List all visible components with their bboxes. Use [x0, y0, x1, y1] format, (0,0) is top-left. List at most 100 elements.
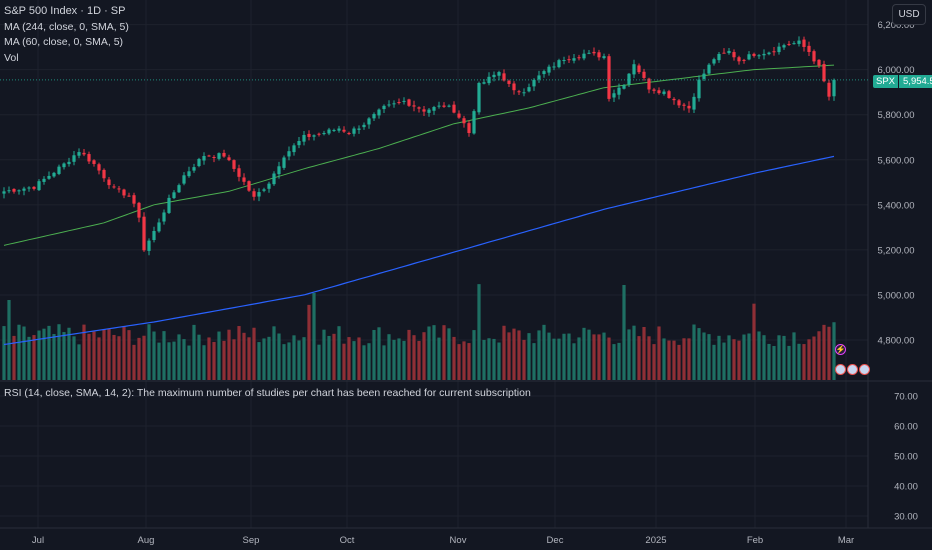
price-tick-label: 5,800.00: [878, 110, 915, 121]
candle: [552, 62, 556, 71]
rsi-tick-label: 50.00: [894, 452, 918, 463]
candle-body: [2, 191, 6, 194]
candle: [477, 81, 481, 115]
candle: [707, 63, 711, 75]
candle-body: [832, 79, 836, 97]
volume-bar: [307, 304, 311, 380]
candle: [537, 70, 541, 83]
candle: [107, 176, 111, 189]
volume-bar: [12, 335, 16, 380]
candle-body: [822, 64, 826, 82]
candle: [212, 155, 216, 163]
us-flag-icon[interactable]: [835, 364, 846, 375]
candle-body: [707, 64, 711, 74]
candle: [627, 72, 631, 87]
candle-body: [182, 175, 186, 184]
candle: [802, 36, 806, 52]
candle-body: [817, 59, 821, 66]
last-price-tag: SPX 5,954.51: [873, 75, 932, 88]
candle-body: [202, 155, 206, 161]
candle: [797, 36, 801, 47]
candle-body: [262, 189, 266, 191]
candle: [52, 171, 56, 178]
indicator-legend: S&P 500 Index · 1D · SP MA (244, close, …: [4, 4, 129, 66]
candle: [827, 79, 831, 101]
candle-body: [637, 65, 641, 73]
candle-body: [372, 114, 376, 119]
candle-body: [367, 118, 371, 125]
candle: [327, 127, 331, 136]
lightning-icon[interactable]: ⚡: [835, 344, 846, 355]
candle: [807, 41, 811, 56]
time-tick-label: Sep: [243, 535, 260, 546]
candle: [672, 97, 676, 105]
volume-bar: [267, 336, 271, 380]
volume-bar: [717, 335, 721, 380]
us-flag-icon[interactable]: [847, 364, 858, 375]
volume-bar: [402, 340, 406, 380]
candle-body: [257, 192, 261, 197]
symbol-title[interactable]: S&P 500 Index · 1D · SP: [4, 5, 126, 17]
us-flag-icon[interactable]: [859, 364, 870, 375]
candle: [137, 201, 141, 223]
candle-body: [762, 53, 766, 56]
volume-bar: [242, 332, 246, 380]
candle: [292, 143, 296, 156]
candle: [157, 218, 161, 233]
volume-bar: [787, 345, 791, 380]
candle: [357, 125, 361, 134]
candle: [747, 51, 751, 61]
candle: [572, 54, 576, 64]
volume-bar: [642, 326, 646, 380]
candle-body: [392, 103, 396, 105]
volume-bar: [472, 330, 476, 380]
volume-bar: [157, 342, 161, 380]
candle: [497, 70, 501, 81]
candle: [337, 125, 341, 133]
volume-bar: [572, 343, 576, 380]
volume-bar: [497, 342, 501, 380]
volume-bar: [272, 326, 276, 380]
volume-bar: [317, 344, 321, 380]
volume-bar: [452, 336, 456, 380]
candle-body: [802, 39, 806, 47]
candle: [727, 48, 731, 55]
candle-body: [152, 231, 156, 241]
candle-body: [477, 82, 481, 113]
indicator-ma-60[interactable]: MA (60, close, 0, SMA, 5): [4, 36, 124, 48]
volume-bar: [827, 326, 831, 380]
candle: [487, 72, 491, 86]
candle-body: [757, 55, 761, 57]
candle: [452, 101, 456, 114]
volume-bar: [612, 344, 616, 380]
indicator-ma-244[interactable]: MA (244, close, 0, SMA, 5): [4, 20, 129, 33]
time-tick-label: Aug: [138, 535, 155, 546]
currency-button[interactable]: USD: [892, 4, 926, 25]
candle: [742, 58, 746, 64]
ma-60-path: [3, 64, 835, 246]
candle-body: [542, 71, 546, 75]
candle-body: [697, 79, 701, 99]
candle-body: [17, 190, 21, 192]
volume-bar: [67, 327, 71, 380]
candle: [372, 112, 376, 121]
candle: [347, 131, 351, 136]
volume-bar: [672, 340, 676, 380]
candle-body: [252, 191, 256, 197]
candle: [382, 104, 386, 113]
volume-bar: [692, 324, 696, 380]
volume-bar: [207, 337, 211, 380]
candle: [267, 181, 271, 193]
candle: [252, 188, 256, 201]
candle-body: [672, 98, 676, 101]
volume-bar: [187, 345, 191, 380]
rsi-tick-label: 60.00: [894, 422, 918, 433]
volume-bar: [17, 324, 21, 380]
candle: [282, 155, 286, 170]
volume-bar: [617, 342, 621, 380]
indicator-volume[interactable]: Vol: [4, 51, 19, 64]
volume-bar: [737, 340, 741, 380]
candle: [77, 148, 81, 159]
candle-body: [422, 109, 426, 112]
